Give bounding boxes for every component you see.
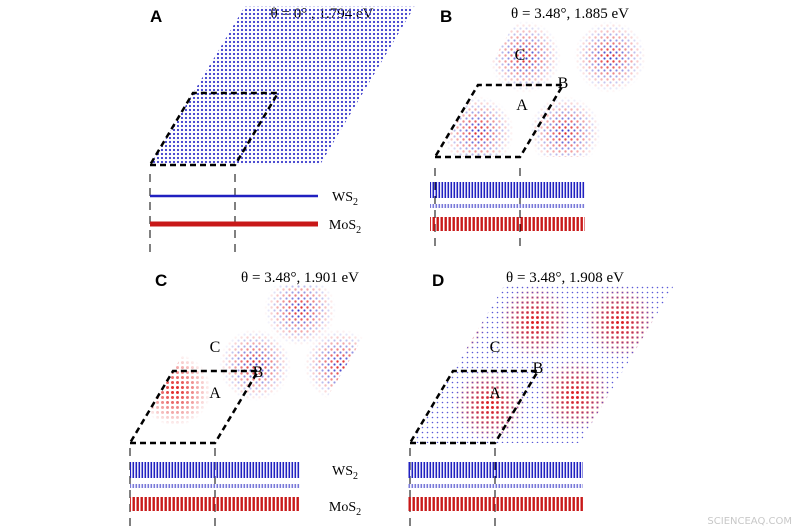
lattice-fill (150, 6, 415, 165)
site-label: B (253, 364, 264, 381)
site-label: C (515, 47, 526, 64)
layer-label: MoS2 (329, 500, 361, 518)
ws2-profile-lower (130, 484, 300, 488)
moire-blob (574, 21, 646, 93)
site-label: B (533, 360, 544, 377)
unit-cell (407, 369, 541, 445)
ws2-profile-lower (408, 484, 583, 488)
panel-label: D (432, 271, 444, 290)
layer-label: WS2 (332, 464, 358, 482)
unit-cell (432, 83, 566, 159)
panel: Aθ = 0° , 1.794 eVWS2MoS2 (147, 6, 415, 254)
mos2-profile (408, 497, 583, 511)
mos2-profile (130, 497, 300, 511)
panel-caption: θ = 3.48°, 1.901 eV (241, 270, 359, 286)
layer-name: MoS (329, 218, 356, 233)
layer-subscript: 2 (356, 507, 361, 518)
site-label: A (489, 385, 501, 402)
moire-blob (304, 329, 376, 401)
layer-label: WS2 (332, 190, 358, 208)
ws2-profile (408, 462, 583, 478)
lattice (442, 21, 646, 157)
site-label: A (516, 97, 528, 114)
ws2-profile (130, 462, 300, 478)
panel-label: B (440, 7, 452, 26)
layer-name: WS (332, 190, 353, 205)
ws2-profile-lower (430, 204, 585, 208)
unit-cell (127, 369, 261, 445)
ws2-profile (430, 182, 585, 198)
panel-caption: θ = 3.48°, 1.908 eV (506, 270, 624, 286)
moire-blob (139, 354, 211, 426)
site-label: C (210, 339, 221, 356)
panel-caption: θ = 3.48°, 1.885 eV (511, 6, 629, 22)
layer-label: MoS2 (329, 218, 361, 236)
site-label: C (490, 339, 501, 356)
layer-subscript: 2 (353, 471, 358, 482)
moire-blob (529, 96, 601, 157)
lattice (150, 6, 415, 165)
layer-name: MoS (329, 500, 356, 515)
moire-blob (539, 359, 611, 431)
lattice (139, 284, 376, 426)
mos2-profile (430, 217, 585, 231)
moire-blob (584, 286, 656, 358)
moire-blob (264, 284, 336, 346)
unit-cell (147, 91, 281, 167)
moire-blob (489, 21, 561, 93)
site-label: B (558, 75, 569, 92)
panel-label: A (150, 7, 162, 26)
panel-label: C (155, 271, 167, 290)
watermark: SCIENCEAQ.COM (707, 516, 792, 527)
layer-subscript: 2 (353, 197, 358, 208)
moire-blob (454, 369, 526, 441)
site-label: A (209, 385, 221, 402)
moire-blob (414, 286, 486, 358)
layer-subscript: 2 (356, 225, 361, 236)
moire-blob (219, 329, 291, 401)
moire-blob (499, 286, 571, 358)
layer-name: WS (332, 464, 353, 479)
